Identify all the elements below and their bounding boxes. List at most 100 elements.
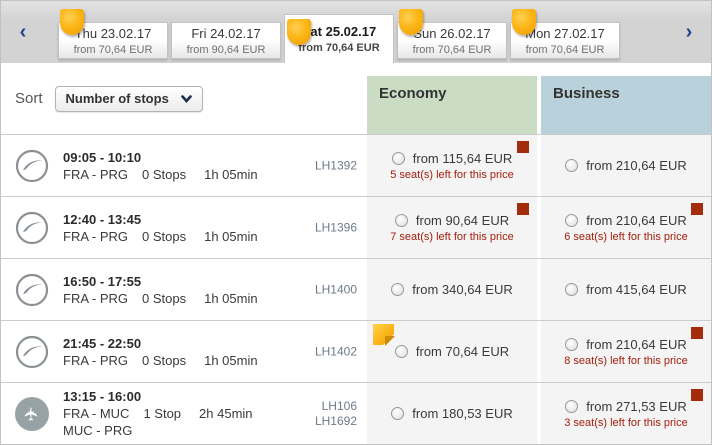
fare-radio[interactable] (394, 213, 408, 227)
fare-price: from 210,64 EUR (586, 336, 687, 352)
limited-seats-marker-icon (517, 141, 529, 153)
flight-list: ✈ 09:05 - 10:10 FRA - PRG 0 Stops 1h 05min… (1, 134, 711, 444)
tab-price-label: from 70,64 EUR (298, 42, 380, 54)
date-tab[interactable]: Fri 24.02.17 from 90,64 EUR (171, 22, 281, 59)
business-fare-option[interactable]: from 210,64 EUR (565, 212, 687, 228)
best-price-badge-icon (512, 9, 536, 35)
tab-date-label: Mon 27.02.17 (525, 26, 605, 41)
best-price-badge-icon (60, 9, 84, 35)
date-tab[interactable]: Mon 27.02.17 from 70,64 EUR (510, 9, 620, 59)
fare-price: from 180,53 EUR (412, 406, 513, 421)
economy-cell: from 180,53 EUR (367, 383, 537, 444)
duration: 1h 05min (204, 290, 258, 306)
fare-price: from 415,64 EUR (586, 282, 687, 297)
flight-times: 21:45 - 22:50 (63, 335, 142, 351)
fare-price: from 70,64 EUR (415, 344, 510, 359)
business-column-header: Business (541, 76, 711, 134)
economy-fare-option[interactable]: from 115,64 EUR (391, 150, 513, 166)
fare-radio[interactable] (565, 283, 579, 296)
flight-number: LH1402 (314, 344, 357, 358)
flight-number: LH1400 (314, 282, 357, 296)
business-fare-option[interactable]: from 210,64 EUR (565, 336, 687, 352)
seats-left-note: 8 seat(s) left for this price (564, 354, 688, 367)
table-header-row: Sort Number of stops Economy Business (1, 63, 711, 134)
economy-cell: from 340,64 EUR (367, 259, 537, 320)
flight-number: LH1396 (314, 220, 357, 234)
chevron-left-icon: ‹ (19, 20, 27, 43)
fare-radio[interactable] (391, 283, 405, 296)
flight-number: LH106 (321, 398, 357, 413)
fare-radio[interactable] (565, 399, 579, 413)
best-price-badge-icon (399, 9, 423, 35)
route: FRA - PRG (63, 290, 129, 306)
limited-seats-marker-icon (691, 327, 703, 339)
stops: 0 Stops (142, 166, 187, 182)
flight-numbers: LH106 LH1692 (315, 399, 357, 429)
seats-left-note: 5 seat(s) left for this price (390, 168, 514, 181)
business-cell: from 271,53 EUR 3 seat(s) left for this … (541, 383, 711, 444)
fare-price: from 340,64 EUR (412, 282, 513, 297)
business-fare-option[interactable]: from 415,64 EUR (565, 282, 687, 297)
flight-numbers: LH1396 (315, 220, 357, 235)
results-table: Sort Number of stops Economy Business (1, 63, 711, 444)
business-cell: from 415,64 EUR (541, 259, 711, 320)
date-tab[interactable]: Sat 25.02.17 from 70,64 EUR (284, 14, 394, 63)
fare-radio[interactable] (565, 337, 579, 351)
flight-number: LH1692 (314, 413, 357, 428)
seats-left-note: 3 seat(s) left for this price (564, 416, 688, 429)
economy-cell: from 115,64 EUR 5 seat(s) left for this … (367, 135, 537, 196)
fare-radio[interactable] (565, 159, 579, 172)
tab-date-label: Sat 25.02.17 (301, 24, 377, 39)
fare-radio[interactable] (391, 151, 405, 165)
business-fare-option[interactable]: from 210,64 EUR (565, 158, 687, 173)
flight-times: 16:50 - 17:55 (63, 273, 142, 289)
limited-seats-marker-icon (691, 203, 703, 215)
date-tab-bar: ‹ Thu 23.02.17 from 70,64 EUR Fri 24.02.… (1, 1, 711, 63)
date-tab[interactable]: Thu 23.02.17 from 70,64 EUR (58, 9, 168, 59)
next-dates-button[interactable]: › (675, 18, 703, 46)
fare-price: from 210,64 EUR (586, 212, 687, 228)
sort-select[interactable]: Number of stops (54, 85, 203, 112)
economy-fare-option[interactable]: from 180,53 EUR (391, 406, 513, 421)
sort-controls: Sort Number of stops (1, 63, 367, 134)
economy-cell: from 70,64 EUR (367, 321, 537, 382)
duration: 2h 45min (199, 406, 253, 421)
stops: 1 Stop (143, 406, 182, 421)
lufthansa-crane-icon (15, 149, 49, 183)
fare-radio[interactable] (394, 345, 408, 358)
airplane-icon: ✈ (15, 396, 49, 431)
flight-times: 13:15 - 16:00 (63, 389, 142, 404)
fare-radio[interactable] (391, 407, 405, 420)
fare-price: from 115,64 EUR (412, 150, 513, 166)
flight-numbers: LH1392 (315, 158, 357, 173)
duration: 1h 05min (204, 166, 258, 182)
route: FRA - PRG (63, 228, 129, 244)
prev-dates-button[interactable]: ‹ (9, 18, 37, 46)
economy-fare-option[interactable]: from 70,64 EUR (394, 344, 510, 359)
flight-info: ✈ 13:15 - 16:00 FRA - MUC 1 Stop 2h 45min … (1, 383, 367, 444)
sort-selected-option: Number of stops (65, 91, 169, 106)
tab-price-label: from 70,64 EUR (73, 44, 153, 56)
duration: 1h 05min (204, 228, 258, 244)
flight-row: ✈ 13:15 - 16:00 FRA - MUC 1 Stop 2h 45min … (1, 382, 711, 444)
seats-left-note: 6 seat(s) left for this price (564, 230, 688, 243)
best-price-badge-icon (287, 19, 311, 45)
economy-fare-option[interactable]: from 90,64 EUR (394, 213, 509, 228)
route: FRA - PRG (63, 352, 129, 368)
fare-radio[interactable] (565, 213, 579, 227)
business-fare-option[interactable]: from 271,53 EUR (565, 399, 687, 414)
route: FRA - PRG (63, 166, 129, 182)
route: FRA - MUC (63, 406, 130, 421)
route-second-leg: MUC - PRG (63, 423, 133, 438)
sort-label: Sort (15, 90, 43, 107)
flight-numbers: LH1402 (315, 344, 357, 359)
date-tab[interactable]: Sun 26.02.17 from 70,64 EUR (397, 9, 507, 59)
economy-fare-option[interactable]: from 340,64 EUR (391, 282, 513, 297)
tab-date-label: Sun 26.02.17 (413, 26, 491, 41)
